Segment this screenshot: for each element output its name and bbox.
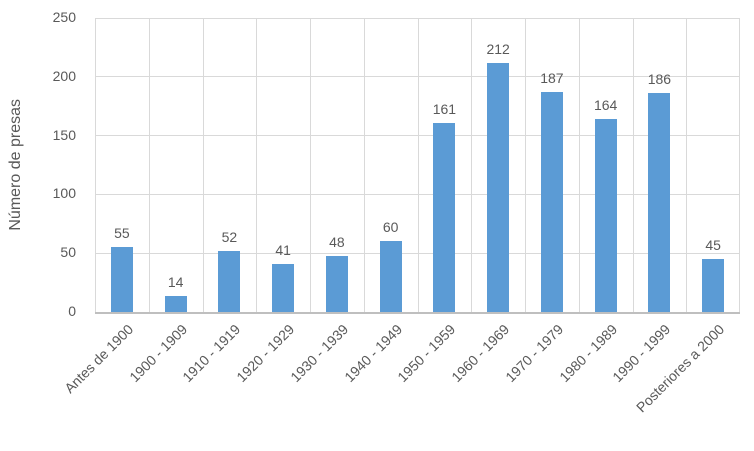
y-tick-label: 0 xyxy=(68,303,76,319)
bar-antes-de-1900 xyxy=(110,247,133,312)
bar-1900-1909 xyxy=(164,295,187,312)
bar-value-label: 164 xyxy=(593,97,618,114)
bar-1910-1919 xyxy=(218,250,241,312)
bar-value-label: 14 xyxy=(167,273,184,290)
bar-1940-1949 xyxy=(379,241,402,312)
bar-value-label: 161 xyxy=(432,100,457,117)
bar-1970-1979 xyxy=(540,92,563,312)
bar-value-label: 48 xyxy=(329,233,345,250)
y-axis-title-text: Número de presas xyxy=(7,99,24,231)
gridline-horizontal xyxy=(95,193,740,195)
bar-1990-1999 xyxy=(648,93,671,312)
bar-posteriores-a-2000 xyxy=(702,259,725,312)
y-tick-label: 150 xyxy=(52,126,76,143)
gridline-vertical xyxy=(633,18,634,312)
gridline-vertical xyxy=(95,18,96,312)
gridline-vertical xyxy=(203,18,204,312)
gridline-horizontal xyxy=(95,76,740,78)
bar-1980-1989 xyxy=(594,119,617,312)
bar-value-label: 186 xyxy=(647,71,672,88)
gridline-horizontal xyxy=(95,17,740,19)
y-tick-label: 250 xyxy=(52,9,76,25)
gridline-vertical xyxy=(256,18,257,312)
bar-value-label: 41 xyxy=(275,241,291,258)
bar-1920-1929 xyxy=(272,263,295,312)
gridline-vertical xyxy=(471,18,472,312)
gridline-vertical xyxy=(579,18,580,312)
gridline-horizontal xyxy=(95,135,740,137)
bar-value-label: 187 xyxy=(540,70,564,87)
plot-area: 55 14 52 41 48 60 161 212 187 164 186 45 xyxy=(95,17,740,314)
y-tick-label: 100 xyxy=(52,185,76,202)
bar-1960-1969 xyxy=(487,62,510,312)
y-tick-label: 200 xyxy=(52,67,76,84)
bar-value-label: 212 xyxy=(486,40,510,57)
bar-value-label: 52 xyxy=(221,228,238,245)
bar-value-label: 45 xyxy=(705,237,721,254)
y-tick-label: 50 xyxy=(60,244,76,261)
gridline-horizontal xyxy=(95,252,740,254)
bar-value-label: 55 xyxy=(114,225,130,242)
gridline-vertical xyxy=(364,18,365,312)
gridline-vertical xyxy=(418,18,419,312)
gridline-vertical xyxy=(686,18,687,312)
gridline-vertical xyxy=(149,18,150,312)
bar-1950-1959 xyxy=(433,122,456,312)
gridline-vertical xyxy=(310,18,311,312)
bar-value-label: 60 xyxy=(382,219,399,236)
bar-1930-1939 xyxy=(325,255,348,312)
gridline-vertical xyxy=(525,18,526,312)
gridline-vertical xyxy=(739,18,740,312)
y-axis-title: Número de presas xyxy=(4,18,28,312)
